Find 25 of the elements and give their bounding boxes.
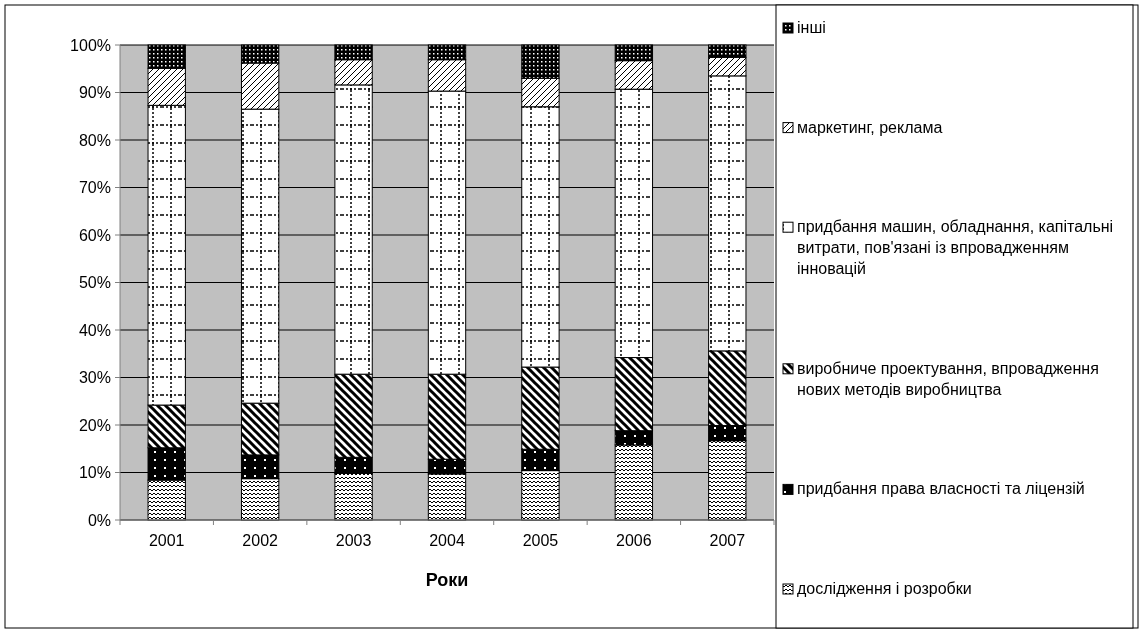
x-tick-label: 2004 [429, 532, 465, 549]
y-tick-label: 90% [78, 84, 111, 102]
legend-label: придбання права власності та ліцензій [797, 480, 1085, 498]
y-tick-label: 60% [78, 226, 111, 244]
x-tick-label: 2007 [709, 532, 746, 549]
x-tick-label: 2001 [148, 532, 185, 549]
x-tick-label: 2005 [522, 532, 559, 549]
y-tick-label: 100% [70, 36, 111, 54]
y-tick-label: 30% [78, 369, 111, 387]
legend-label: інші [797, 19, 826, 36]
y-tick-label: 10% [78, 464, 111, 482]
y-tick-label: 0% [87, 511, 111, 529]
y-tick-label: 50% [78, 274, 111, 292]
legend-label: дослідження і розробки [797, 580, 972, 597]
legend-label: маркетинг, реклама [797, 118, 943, 136]
x-tick-label: 2002 [242, 532, 279, 549]
y-tick-label: 80% [78, 131, 111, 149]
y-tick-label: 70% [78, 179, 111, 197]
x-tick-label: 2006 [616, 532, 652, 549]
y-tick-label: 20% [78, 416, 111, 434]
legend-label: придбання машин, обладнання, капітальні витрати, пов'язані із впровадженням інновацій [797, 218, 1114, 278]
legend-label: виробниче проектування, впровадження нових методів виробництва [797, 359, 1099, 398]
x-axis-title: Роки [425, 570, 469, 590]
x-tick-label: 2003 [335, 532, 372, 549]
y-tick-label: 40% [78, 321, 111, 339]
